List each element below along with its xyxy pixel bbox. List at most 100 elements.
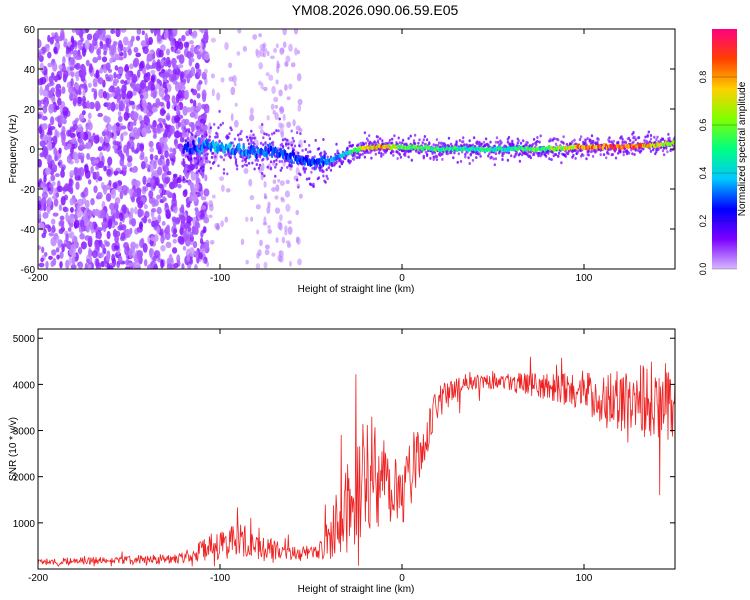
spectrogram-noise-blob — [164, 123, 168, 129]
spectrogram-ridge-halo — [239, 132, 242, 136]
spectrogram-ridge-halo — [532, 153, 536, 157]
spectrogram-ridge-halo — [612, 139, 615, 143]
spectrogram-noise-blob — [203, 188, 210, 197]
spectrogram-ridge-halo — [400, 141, 404, 145]
spectrogram-noise-blob — [126, 90, 133, 100]
spectrogram-faint-blob — [279, 180, 285, 187]
spectrogram-ridge-halo — [262, 157, 265, 161]
spectrogram-ridge-halo — [195, 171, 198, 175]
spectrogram-ridge-halo — [564, 154, 567, 158]
spectrogram-ridge-halo — [214, 155, 217, 159]
spectrogram-noise-blob — [149, 49, 155, 55]
spectrogram-ridge-halo — [351, 143, 355, 147]
spectrogram-noise-blob — [85, 59, 90, 67]
spectrogram-ridge-halo — [370, 156, 373, 160]
spectrogram-ridge-cell — [270, 151, 274, 159]
spectrogram-noise-blob — [114, 65, 119, 71]
spectrogram-faint-blob — [207, 127, 212, 135]
spectrogram-ridge-halo — [388, 138, 392, 142]
spectrogram-noise-blob — [151, 74, 156, 82]
spectrogram-noise-blob — [134, 180, 141, 188]
spectrogram-ridge-halo — [274, 174, 277, 178]
spectrogram-noise-blob — [151, 106, 158, 113]
spectrogram-faint-blob — [220, 184, 225, 192]
spectrogram-noise-blob — [150, 236, 157, 242]
spectrogram-noise-blob — [107, 156, 113, 166]
spectrogram-faint-blob — [252, 34, 258, 40]
spectrogram-ridge-halo — [221, 121, 225, 125]
spectrogram-ridge-halo — [456, 160, 459, 164]
spectrogram-noise-blob — [114, 103, 119, 110]
spectrogram-noise-blob — [87, 121, 93, 131]
spectrogram-noise-blob — [202, 226, 207, 234]
spectrogram-faint-blob — [191, 124, 197, 131]
spectrogram-noise-blob — [120, 133, 124, 142]
spectrogram-ridge-halo — [366, 151, 370, 155]
x-tick-label: -100 — [210, 573, 230, 584]
spectrogram-ridge-halo — [184, 139, 187, 143]
spectrogram-ridge-halo — [584, 138, 587, 142]
spectrogram-noise-blob — [189, 258, 194, 265]
spectrogram-noise-blob — [55, 88, 62, 98]
spectrogram-noise-blob — [87, 82, 92, 88]
spectrogram-ridge-halo — [216, 135, 219, 139]
spectrogram-faint-blob — [219, 176, 225, 181]
spectrogram-ridge-halo — [245, 135, 249, 139]
spectrogram-noise-blob — [134, 262, 141, 269]
spectrogram-noise-blob — [142, 175, 147, 186]
spectrogram-ridge-halo — [199, 128, 203, 132]
spectrogram-faint-blob — [288, 83, 293, 90]
spectrogram-faint-blob — [284, 190, 290, 198]
spectrogram-noise-blob — [117, 115, 123, 123]
spectrogram-noise-blob — [182, 133, 187, 138]
spectrogram-faint-blob — [260, 82, 264, 90]
spectrogram-noise-blob — [124, 63, 130, 73]
y-tick-label: 20 — [24, 105, 36, 116]
spectrogram-noise-blob — [38, 113, 43, 119]
spectrogram-noise-blob — [174, 40, 180, 50]
spectrogram-noise-blob — [155, 98, 161, 106]
spectrogram-faint-blob — [266, 51, 270, 57]
spectrogram-noise-blob — [153, 127, 157, 138]
spectrogram-faint-blob — [275, 184, 280, 192]
spectrogram-noise-blob — [182, 189, 188, 198]
spectrogram-ridge-halo — [574, 149, 577, 152]
spectrogram-noise-blob — [47, 127, 52, 135]
spectrogram-ridge-halo — [550, 158, 553, 162]
spectrogram-ridge-halo — [381, 139, 384, 143]
spectrogram-faint-blob — [276, 65, 280, 74]
spectrogram-ridge-halo — [205, 133, 208, 137]
spectrogram-noise-blob — [95, 258, 99, 269]
spectrogram-ridge-halo — [202, 169, 205, 172]
spectrogram-noise-blob — [90, 166, 94, 174]
spectrogram-ridge-halo — [330, 161, 334, 165]
spectrogram-ridge-halo — [591, 142, 595, 146]
spectrogram-noise-blob — [93, 90, 97, 100]
spectrogram-noise-blob — [73, 219, 80, 229]
spectrogram-faint-blob — [220, 77, 225, 83]
spectrogram-noise-blob — [44, 44, 50, 49]
spectrogram-ridge-halo — [363, 155, 367, 159]
spectrogram-faint-blob — [216, 222, 220, 230]
spectrogram-noise-blob — [190, 171, 197, 181]
spectrogram-ridge-halo — [452, 156, 455, 160]
y-tick-label: 0 — [29, 145, 35, 156]
spectrogram-noise-blob — [139, 94, 144, 100]
spectrogram-noise-blob — [127, 155, 133, 163]
spectrogram-ridge-halo — [246, 138, 250, 142]
spectrogram-ridge-halo — [302, 166, 305, 170]
spectrogram-noise-blob — [150, 208, 157, 213]
spectrogram-noise-blob — [69, 92, 74, 102]
spectrogram-noise-blob — [68, 86, 75, 94]
spectrogram-noise-blob — [176, 55, 182, 60]
spectrogram-noise-blob — [141, 30, 145, 36]
spectrogram-ridge-halo — [492, 157, 495, 161]
spectrogram-noise-blob — [66, 154, 72, 164]
spectrogram-ridge-halo — [549, 137, 552, 141]
spectrogram-ridge-cell — [216, 147, 219, 154]
spectrogram-ridge-halo — [422, 138, 425, 142]
spectrogram-noise-blob — [142, 216, 148, 224]
spectrogram-faint-blob — [191, 34, 197, 39]
spectrogram-ridge-halo — [557, 154, 560, 158]
spectrogram-ridge-halo — [591, 154, 595, 158]
